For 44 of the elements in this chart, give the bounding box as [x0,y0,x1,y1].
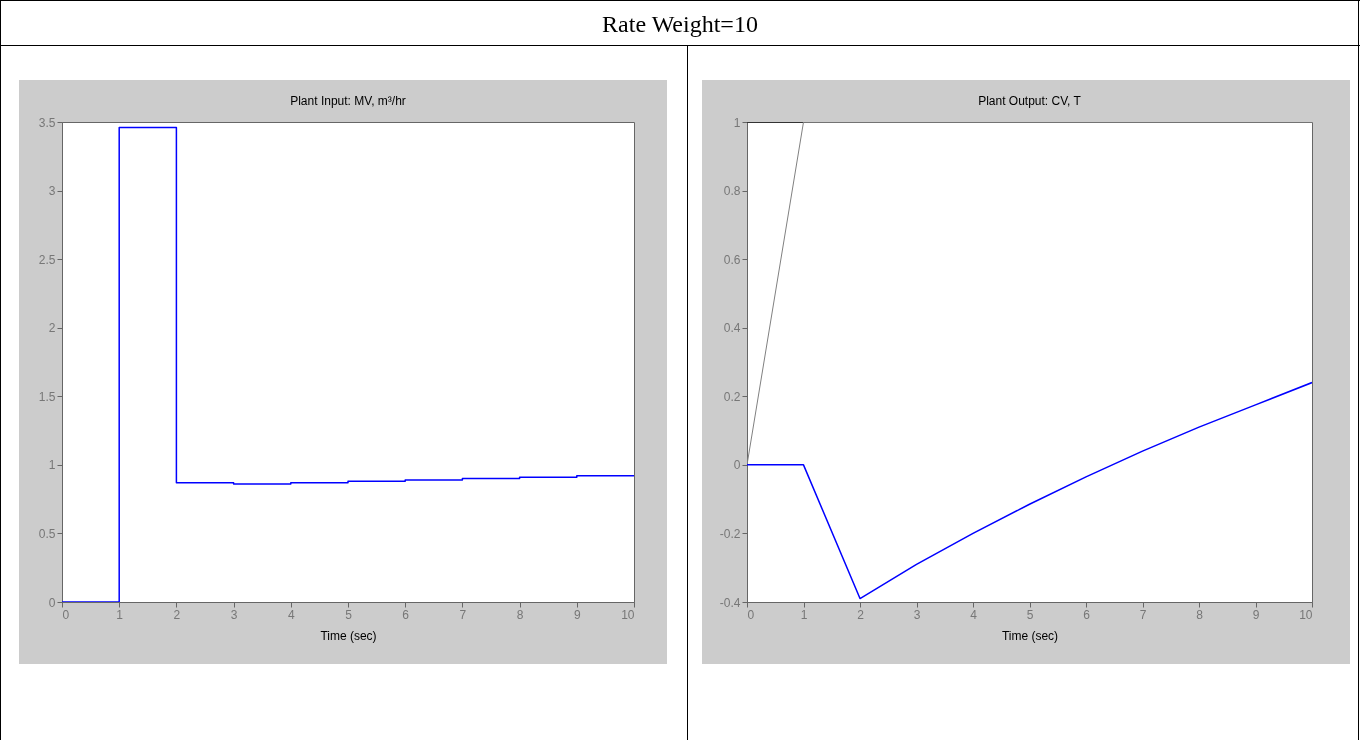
x-tick-label: 0 [747,607,755,622]
line-series [747,381,1312,600]
y-tick-label: 3.5 [38,115,56,130]
y-tick-label: 0.6 [723,252,741,267]
y-tick-label: 1.5 [38,389,56,404]
x-tick-label: 7 [1139,607,1147,622]
text: Rate Weight=10 [601,10,759,39]
y-tick-label: 0 [48,595,56,610]
y-tick-label: 0 [733,458,741,473]
x-tick-label: 6 [402,607,410,622]
x-tick-label: 5 [1026,607,1034,622]
y-tick-label: 1 [48,458,56,473]
x-tick-label: 2 [857,607,865,622]
x-tick-label: 10 [621,607,635,622]
y-tick-label: 0.8 [723,184,741,199]
y-tick-label: 0.2 [723,389,741,404]
x-tick-label: 5 [345,607,353,622]
x-tick-label: 8 [516,607,524,622]
x-tick-label: 3 [913,607,921,622]
x-tick-label: 2 [173,607,181,622]
chart-title: Plant Input: MV, m³/hr [290,94,406,108]
x-tick-label: 10 [1299,607,1313,622]
x-axis-title: Time (sec) [1001,628,1059,643]
x-axis-title: Time (sec) [320,628,377,643]
x-tick-label: 8 [1196,607,1204,622]
x-tick-label: 4 [970,607,978,622]
y-tick-label: 2.5 [38,252,56,267]
x-tick-label: 4 [287,607,295,622]
x-tick-label: 7 [459,607,467,622]
x-tick-label: 1 [116,607,124,622]
x-tick-label: 9 [1252,607,1260,622]
y-tick-label: 0.5 [38,526,56,541]
y-tick-label: 2 [48,321,56,336]
y-tick-label: -0.4 [719,595,741,610]
y-tick-label: -0.2 [719,526,741,541]
x-tick-label: 9 [573,607,581,622]
y-tick-label: 3 [48,184,56,199]
y-tick-label: 1 [733,115,741,130]
x-tick-label: 3 [230,607,238,622]
x-tick-label: 0 [62,607,70,622]
x-tick-label: 6 [1083,607,1091,622]
chart-title: Plant Output: CV, T [978,94,1082,108]
y-tick-label: 0.4 [723,321,741,336]
x-tick-label: 1 [800,607,808,622]
